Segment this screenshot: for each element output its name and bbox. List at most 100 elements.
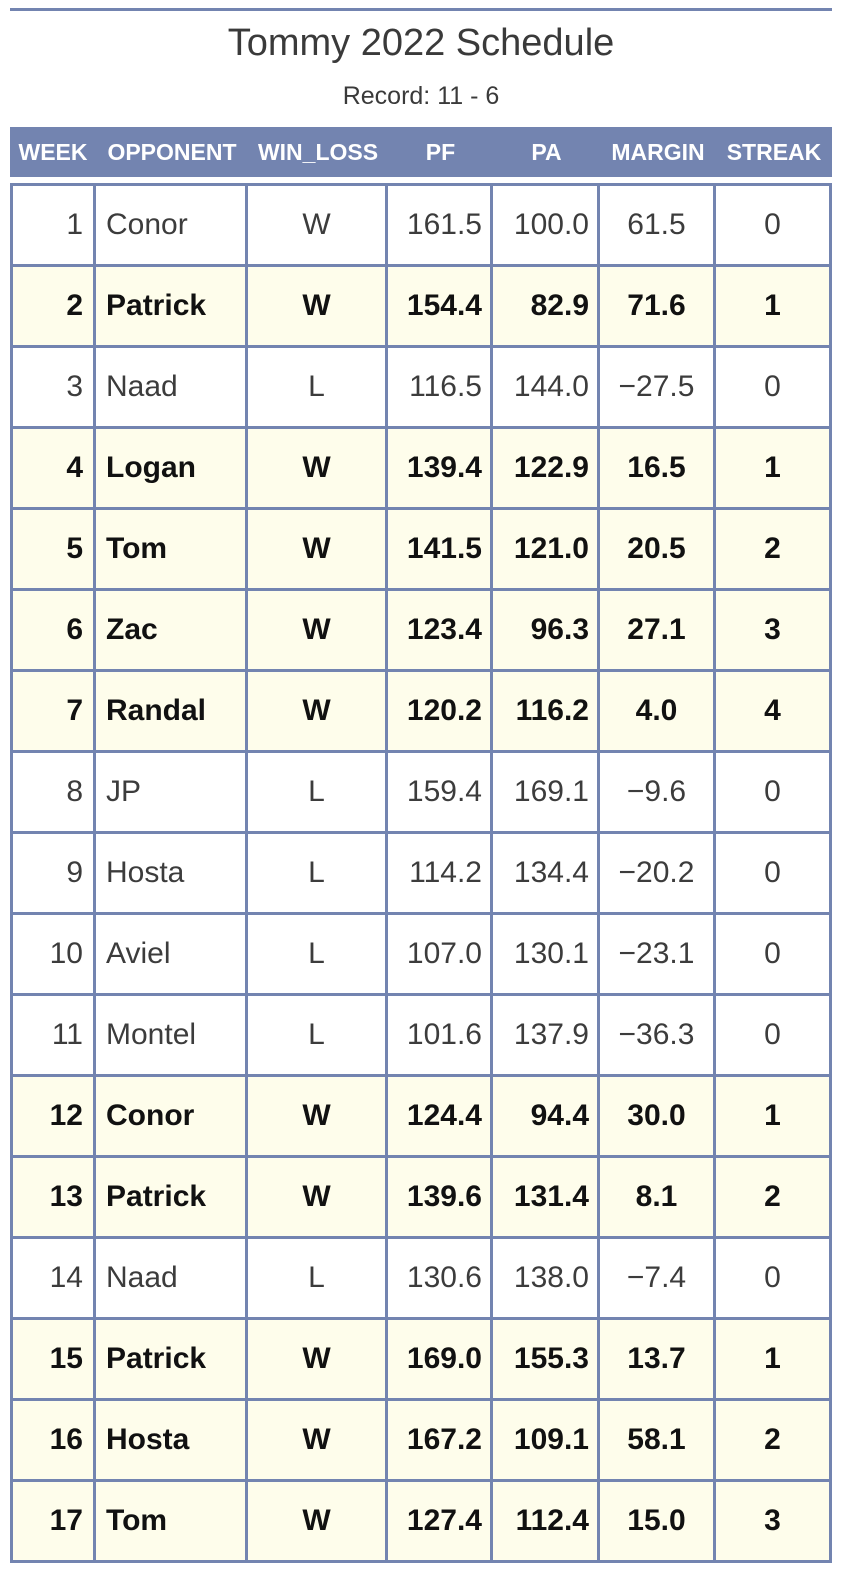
opponent-cell: Patrick [96, 1320, 248, 1401]
pa-cell: 116.2 [493, 672, 600, 753]
margin-cell: 61.5 [600, 183, 716, 267]
pf-cell: 120.2 [388, 672, 493, 753]
win-loss-cell: L [248, 753, 388, 834]
opponent-cell: Naad [96, 348, 248, 429]
schedule-table: WEEK OPPONENT WIN_LOSS PF PA MARGIN STRE… [10, 127, 832, 1563]
streak-cell: 2 [716, 510, 832, 591]
streak-cell: 0 [716, 1239, 832, 1320]
margin-cell: 15.0 [600, 1482, 716, 1563]
pf-cell: 141.5 [388, 510, 493, 591]
win-loss-cell: L [248, 1239, 388, 1320]
streak-cell: 1 [716, 429, 832, 510]
week-cell: 15 [10, 1320, 96, 1401]
streak-cell: 3 [716, 591, 832, 672]
pf-cell: 123.4 [388, 591, 493, 672]
pa-cell: 138.0 [493, 1239, 600, 1320]
pf-cell: 130.6 [388, 1239, 493, 1320]
header-row: WEEK OPPONENT WIN_LOSS PF PA MARGIN STRE… [10, 127, 832, 183]
table-row: 2 Patrick W 154.4 82.9 71.6 1 [10, 267, 832, 348]
margin-cell: 16.5 [600, 429, 716, 510]
pf-cell: 154.4 [388, 267, 493, 348]
streak-cell: 1 [716, 1077, 832, 1158]
column-header-streak: STREAK [716, 127, 832, 183]
streak-cell: 0 [716, 348, 832, 429]
margin-cell: 4.0 [600, 672, 716, 753]
opponent-cell: Logan [96, 429, 248, 510]
margin-cell: 13.7 [600, 1320, 716, 1401]
opponent-cell: Aviel [96, 915, 248, 996]
opponent-cell: Tom [96, 1482, 248, 1563]
margin-cell: −23.1 [600, 915, 716, 996]
streak-cell: 0 [716, 834, 832, 915]
opponent-cell: Tom [96, 510, 248, 591]
margin-cell: −27.5 [600, 348, 716, 429]
margin-cell: −20.2 [600, 834, 716, 915]
table-row: 3 Naad L 116.5 144.0 −27.5 0 [10, 348, 832, 429]
pf-cell: 116.5 [388, 348, 493, 429]
table-row: 9 Hosta L 114.2 134.4 −20.2 0 [10, 834, 832, 915]
top-rule [10, 8, 832, 11]
win-loss-cell: W [248, 1077, 388, 1158]
week-cell: 12 [10, 1077, 96, 1158]
pa-cell: 137.9 [493, 996, 600, 1077]
streak-cell: 3 [716, 1482, 832, 1563]
pa-cell: 130.1 [493, 915, 600, 996]
week-cell: 16 [10, 1401, 96, 1482]
table-row: 13 Patrick W 139.6 131.4 8.1 2 [10, 1158, 832, 1239]
pa-cell: 131.4 [493, 1158, 600, 1239]
streak-cell: 1 [716, 1320, 832, 1401]
streak-cell: 1 [716, 267, 832, 348]
pa-cell: 100.0 [493, 183, 600, 267]
table-row: 14 Naad L 130.6 138.0 −7.4 0 [10, 1239, 832, 1320]
streak-cell: 4 [716, 672, 832, 753]
pa-cell: 144.0 [493, 348, 600, 429]
pa-cell: 122.9 [493, 429, 600, 510]
table-row: 6 Zac W 123.4 96.3 27.1 3 [10, 591, 832, 672]
margin-cell: −7.4 [600, 1239, 716, 1320]
table-row: 17 Tom W 127.4 112.4 15.0 3 [10, 1482, 832, 1563]
opponent-cell: Patrick [96, 1158, 248, 1239]
streak-cell: 0 [716, 183, 832, 267]
column-header-pa: PA [493, 127, 600, 183]
win-loss-cell: W [248, 510, 388, 591]
pf-cell: 139.4 [388, 429, 493, 510]
opponent-cell: JP [96, 753, 248, 834]
table-row: 12 Conor W 124.4 94.4 30.0 1 [10, 1077, 832, 1158]
margin-cell: −36.3 [600, 996, 716, 1077]
pa-cell: 134.4 [493, 834, 600, 915]
win-loss-cell: W [248, 672, 388, 753]
pf-cell: 127.4 [388, 1482, 493, 1563]
pa-cell: 96.3 [493, 591, 600, 672]
opponent-cell: Conor [96, 183, 248, 267]
table-row: 4 Logan W 139.4 122.9 16.5 1 [10, 429, 832, 510]
pa-cell: 112.4 [493, 1482, 600, 1563]
record-subtitle: Record: 11 - 6 [342, 82, 500, 110]
opponent-cell: Hosta [96, 834, 248, 915]
margin-cell: 8.1 [600, 1158, 716, 1239]
week-cell: 14 [10, 1239, 96, 1320]
streak-cell: 0 [716, 915, 832, 996]
table-header: WEEK OPPONENT WIN_LOSS PF PA MARGIN STRE… [10, 127, 832, 183]
opponent-cell: Hosta [96, 1401, 248, 1482]
week-cell: 9 [10, 834, 96, 915]
pf-cell: 169.0 [388, 1320, 493, 1401]
pf-cell: 159.4 [388, 753, 493, 834]
streak-cell: 2 [716, 1158, 832, 1239]
table-row: 10 Aviel L 107.0 130.1 −23.1 0 [10, 915, 832, 996]
week-cell: 17 [10, 1482, 96, 1563]
pf-cell: 124.4 [388, 1077, 493, 1158]
win-loss-cell: W [248, 429, 388, 510]
pa-cell: 109.1 [493, 1401, 600, 1482]
win-loss-cell: W [248, 267, 388, 348]
opponent-cell: Randal [96, 672, 248, 753]
page-title: Tommy 2022 Schedule [227, 22, 615, 64]
margin-cell: 58.1 [600, 1401, 716, 1482]
pf-cell: 139.6 [388, 1158, 493, 1239]
streak-cell: 0 [716, 753, 832, 834]
win-loss-cell: W [248, 591, 388, 672]
week-cell: 1 [10, 183, 96, 267]
win-loss-cell: W [248, 183, 388, 267]
week-cell: 13 [10, 1158, 96, 1239]
opponent-cell: Montel [96, 996, 248, 1077]
pa-cell: 155.3 [493, 1320, 600, 1401]
